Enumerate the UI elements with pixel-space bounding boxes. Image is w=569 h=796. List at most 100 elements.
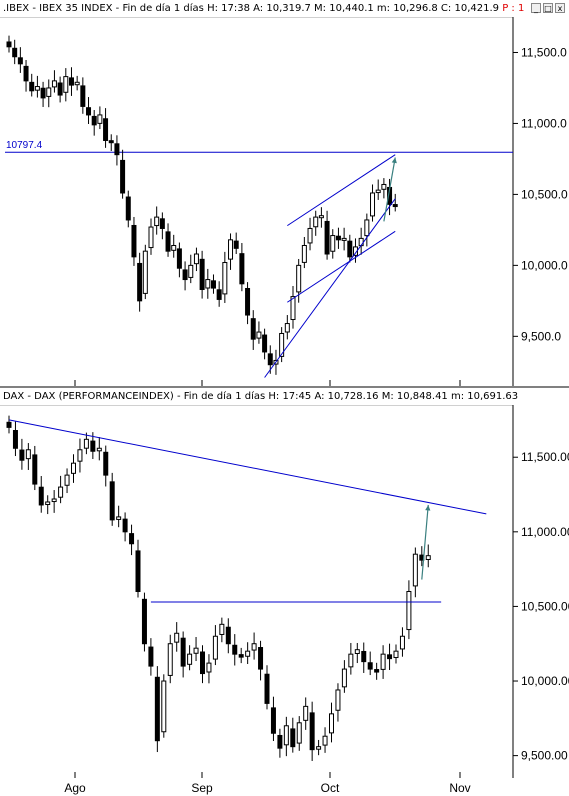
ohlc-body [412,553,418,587]
ohlc-body [375,189,381,194]
panel-divider[interactable] [0,386,569,388]
ohlc-body [64,474,70,486]
ohlc-body [210,280,216,289]
ohlc-body [12,430,18,449]
minimize-button[interactable]: _ [531,3,541,13]
ohlc-body [148,646,154,667]
y-tick-label: 11,500.0 [521,45,567,59]
ibex-title: .IBEX - IBEX 35 INDEX - Fin de día 1 día… [3,3,499,14]
ohlc-body [116,516,122,520]
ohlc-body [283,725,289,746]
ohlc-body [57,82,63,96]
ohlc-body [348,653,354,668]
ohlc-body [74,81,80,86]
ohlc-body [193,647,199,654]
ohlc-body [245,287,251,316]
ohlc-body [114,143,120,156]
ohlc-body [233,240,239,249]
ohlc-body [216,289,222,300]
ibex-flag: P : 1 [502,3,525,14]
ohlc-body [324,220,330,255]
ohlc-body [238,654,244,658]
ohlc-body [290,728,296,748]
y-tick-label: 10,500.0 [521,187,568,201]
ohlc-body [335,235,341,241]
ohlc-body [96,447,102,452]
ohlc-body [258,647,264,670]
ohlc-body [206,662,212,673]
ohlc-body [159,218,165,229]
ohlc-body [180,637,186,667]
dax-title-bar: DAX - DAX (PERFORMANCEINDEX) - Fin de dí… [0,388,569,406]
axis-area [513,17,569,386]
y-tick-label: 10,000.00 [521,674,569,688]
ohlc-body [393,650,399,659]
ohlc-body [341,668,347,688]
reference-label: 10797.4 [6,140,43,151]
arrow-head [425,504,431,511]
ohlc-body [125,196,131,221]
trendline [264,198,396,378]
ohlc-body [318,215,324,219]
ohlc-body [40,87,46,99]
ohlc-body [374,669,380,673]
ohlc-body [63,76,69,93]
trendline [8,419,487,515]
ohlc-body [45,501,51,506]
ohlc-body [380,653,386,670]
ohlc-body [256,331,262,339]
ohlc-body [68,77,74,86]
trendline [287,230,396,303]
y-tick-label: 9,500.00 [521,749,568,763]
ohlc-body [135,550,141,593]
ohlc-body [86,107,92,116]
ohlc-body [141,598,147,645]
close-button[interactable]: x [555,3,565,13]
axis-area [513,405,569,778]
ohlc-body [225,626,231,645]
ohlc-body [131,224,137,258]
ohlc-body [387,654,393,660]
ohlc-body [91,115,97,126]
ohlc-body [38,486,44,506]
ohlc-body [329,713,334,734]
ohlc-body [120,159,126,194]
ohlc-body [262,334,268,353]
maximize-button[interactable]: □ [543,3,553,13]
ibex-title-bar: .IBEX - IBEX 35 INDEX - Fin de día 1 día… [0,0,569,18]
ohlc-body [354,649,360,654]
projection-arrow [421,504,429,580]
ohlc-body [222,262,228,295]
ohlc-body [108,140,114,144]
ohlc-body [187,653,193,665]
ohlc-body [83,438,89,449]
ohlc-body [364,219,370,237]
ohlc-body [296,264,302,293]
dax-panel: DAX - DAX (PERFORMANCEINDEX) - Fin de dí… [0,388,569,796]
ohlc-body [279,332,285,357]
ibex-chart: 9,500.0 10,000.0 10,500.0 11,000.0 11,500.0 1… [5,17,569,386]
ohlc-body [341,237,347,241]
ibex-window-buttons: _ □ x [531,3,565,13]
ohlc-body [277,734,283,749]
ohlc-body [303,705,309,721]
ohlc-body [25,449,31,460]
dax-chart: 9,500.00 10,000.00 10,500.00 11,000.00 11,50… [6,405,569,795]
ohlc-body [165,231,171,252]
ohlc-body [71,462,76,474]
x-month-label: Nov [449,781,470,795]
ohlc-body [228,239,234,260]
ohlc-body [19,449,25,461]
ohlc-body [34,86,40,91]
ohlc-body [161,680,167,733]
ohlc-body [309,712,315,751]
ohlc-body [313,216,319,228]
ohlc-body [267,353,273,366]
ohlc-body [182,269,188,281]
y-tick-label: 10,000.0 [521,258,568,272]
ibex-panel: .IBEX - IBEX 35 INDEX - Fin de día 1 día… [0,0,569,386]
ohlc-body [251,643,257,651]
ohlc-body [212,635,218,660]
ohlc-body [90,440,96,452]
ohlc-body [335,689,341,711]
